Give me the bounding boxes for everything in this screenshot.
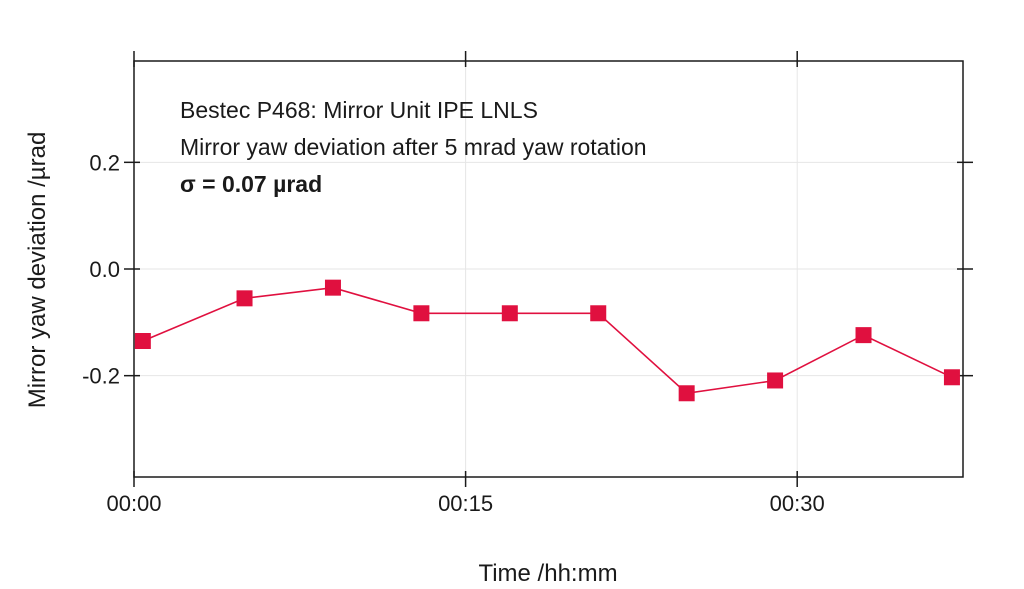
data-series: [134, 279, 960, 402]
data-point: [413, 305, 430, 322]
x-tick-label: 00:00: [106, 491, 161, 516]
annotation-sigma: σ = 0.07 µrad: [180, 171, 322, 197]
annotation-line-1: Bestec P468: Mirror Unit IPE LNLS: [180, 97, 538, 123]
annotation-line-2: Mirror yaw deviation after 5 mrad yaw ro…: [180, 134, 647, 160]
x-tick-labels: 00:00 00:15 00:30: [106, 491, 824, 516]
data-point: [590, 305, 607, 322]
x-tick-label: 00:15: [438, 491, 493, 516]
series-line: [142, 286, 953, 395]
data-point: [324, 279, 341, 296]
x-axis-title: Time /hh:mm: [478, 560, 617, 587]
y-tick-label: 0.0: [89, 257, 120, 282]
y-axis-title: Mirror yaw deviation /µrad: [24, 132, 51, 409]
y-tick-labels: 0.2 0.0 -0.2: [82, 150, 120, 388]
y-tick-label: -0.2: [82, 364, 120, 389]
y-tick-label: 0.2: [89, 150, 120, 175]
data-point: [855, 327, 872, 344]
x-tick-label: 00:30: [770, 491, 825, 516]
grid: [133, 61, 963, 477]
data-point: [134, 333, 151, 349]
data-point: [501, 305, 518, 322]
data-point: [767, 372, 784, 389]
data-point: [943, 369, 960, 386]
data-point: [678, 385, 695, 402]
data-point: [236, 290, 253, 307]
